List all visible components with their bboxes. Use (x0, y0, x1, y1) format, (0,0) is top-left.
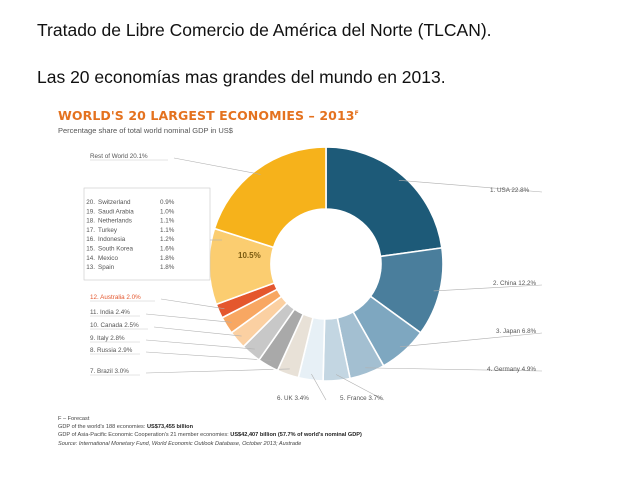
leader-line (365, 367, 543, 372)
slide-heading-economies: Las 20 economías mas grandes del mundo e… (37, 67, 446, 87)
slice-rest-of-world (213, 146, 327, 249)
slice-label: 7. Brazil 3.0% (90, 368, 129, 375)
slice-label: 6. UK 3.4% (277, 395, 309, 402)
group-value: 1.8% (160, 255, 175, 262)
group-value: 1.1% (160, 227, 175, 234)
leader-line (399, 332, 543, 348)
note-apec-text: GDP of Asia-Pacific Economic Cooperation… (58, 432, 231, 439)
note-forecast: F – Forecast (58, 416, 90, 422)
group-rank: 19. (86, 208, 95, 215)
group-rank: 14. (86, 255, 95, 262)
slice-label: Rest of World 20.1% (90, 153, 148, 160)
slice-label: 10. Canada 2.5% (90, 322, 139, 329)
slide-heading-tlcan: Tratado de Libre Comercio de América del… (37, 20, 492, 40)
group-country: Mexico (98, 255, 118, 262)
group-country: Indonesia (98, 236, 126, 243)
slice-label: 2. China 12.2% (493, 280, 536, 287)
slice-label: 8. Russia 2.9% (90, 347, 133, 354)
group-country: Spain (98, 264, 115, 271)
group-value: 0.9% (160, 199, 175, 206)
note-gdp-world-text: GDP of the world's 188 economies: (58, 424, 147, 431)
note-gdp-world: GDP of the world's 188 economies: US$73,… (58, 423, 362, 431)
note-source: Source: International Monetary Fund, Wor… (58, 440, 362, 448)
group-rank: 17. (86, 227, 95, 234)
slice-label: 9. Italy 2.8% (90, 335, 125, 342)
slice-label: 11. India 2.4% (90, 309, 130, 316)
slice-label: 12. Australia 2.0% (90, 294, 141, 301)
group-rank: 20. (86, 199, 95, 206)
group-value: 1.6% (160, 246, 175, 253)
chart-title-text: WORLD'S 20 LARGEST ECONOMIES – 2013 (58, 108, 355, 123)
slice-label: 5. France 3.7% (340, 395, 383, 402)
leader-line (398, 179, 543, 193)
group-box (83, 187, 211, 281)
group-country: South Korea (98, 246, 134, 253)
group-value: 1.8% (160, 264, 175, 271)
leader-line (145, 351, 272, 361)
group-rank: 18. (86, 218, 95, 225)
group-country: Netherlands (98, 218, 132, 225)
group-rank: 15. (86, 246, 95, 253)
leader-line (145, 339, 255, 350)
group-value: 1.0% (160, 208, 175, 215)
group-country: Saudi Arabia (98, 208, 134, 215)
slice-label: 1. USA 22.8% (490, 187, 530, 194)
chart-title: WORLD'S 20 LARGEST ECONOMIES – 2013F (58, 108, 359, 123)
leader-line (173, 157, 261, 175)
group-value: 1.1% (160, 218, 175, 225)
leader-line (433, 284, 543, 292)
group-country: Switzerland (98, 199, 131, 206)
leader-line (153, 326, 242, 337)
leader-line (160, 298, 225, 310)
note-source-text: Source: International Monetary Fund, Wor… (58, 440, 302, 447)
slice-usa (325, 146, 443, 258)
group-value: 1.2% (160, 236, 175, 243)
group-rank: 13. (86, 264, 95, 271)
leader-line (311, 373, 327, 401)
group-rank: 16. (86, 236, 95, 243)
slice-label: 4. Germany 4.9% (487, 366, 536, 373)
leader-line (145, 368, 290, 374)
chart-notes: F – Forecast GDP of the world's 188 econ… (58, 415, 362, 448)
group-country: Turkey (98, 227, 118, 234)
note-apec-value: US$42,407 billion (57.7% of world's nomi… (230, 432, 362, 439)
note-apec: GDP of Asia-Pacific Economic Cooperation… (58, 431, 362, 439)
slice-label: 3. Japan 6.8% (496, 328, 537, 335)
note-gdp-world-value: US$73,455 billion (146, 424, 193, 431)
leader-line (145, 313, 232, 323)
leader-line (335, 374, 385, 401)
chart-title-superscript: F (354, 109, 359, 117)
chart-subtitle: Percentage share of total world nominal … (58, 126, 233, 135)
slice-label: 10.5% (238, 251, 261, 260)
